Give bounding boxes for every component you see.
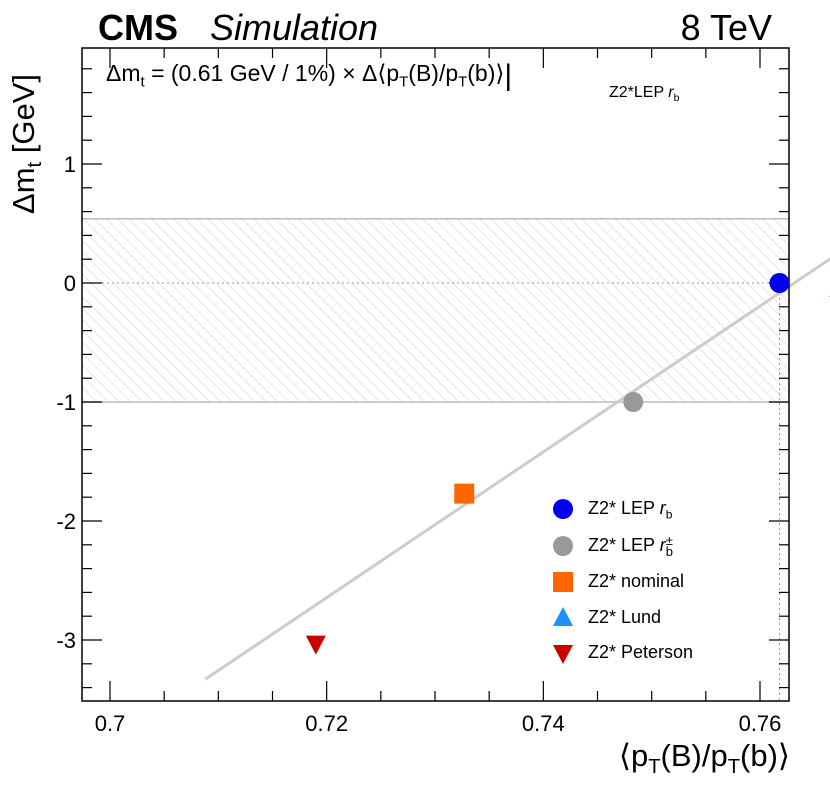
formula-annotation: Δmt = (0.61 GeV / 1%) × Δ⟨pT(B)/pT(b)⟩| — [106, 59, 513, 92]
data-point — [623, 392, 644, 412]
legend-marker — [553, 499, 573, 519]
legend-marker — [553, 645, 573, 664]
legend-entry: Z2* Lund — [588, 607, 662, 627]
tick-labels-layer: 0.70.720.740.760.780.8-3-2-101 — [56, 152, 782, 736]
status-label: Simulation — [210, 7, 379, 48]
legend-entry: Z2* nominal — [588, 571, 685, 591]
data-point — [769, 273, 790, 293]
uncertainty-band-layer — [82, 217, 789, 403]
data-points-layer — [305, 273, 830, 655]
legend-marker — [553, 607, 573, 626]
legend-entry: Z2* LEP r ± b — [588, 533, 673, 560]
energy-label: 8 TeV — [680, 7, 772, 48]
legend-entry: Z2* Peterson — [588, 642, 694, 662]
x-tick-label: 0.7 — [95, 711, 126, 736]
x-tick-label: 0.76 — [739, 711, 782, 736]
y-axis-title-text: Δmt [GeV] — [6, 73, 47, 214]
y-tick-label: -1 — [56, 390, 76, 415]
fit-line — [204, 257, 830, 681]
y-tick-label: -3 — [56, 628, 76, 653]
data-point — [305, 635, 326, 655]
y-tick-label: 0 — [64, 271, 76, 296]
formula-subscript: Z2*LEP rb — [609, 84, 680, 105]
legend-marker — [553, 572, 573, 592]
uncertainty-band — [82, 218, 789, 402]
y-tick-label: -2 — [56, 509, 76, 534]
axis-ticks-layer — [82, 48, 789, 701]
legend-markers-layer — [553, 499, 573, 664]
data-point — [454, 483, 475, 504]
x-axis-title: ⟨pT(B)/pT(b)⟩ — [618, 738, 790, 779]
y-axis-title: Δmt [GeV] — [6, 74, 46, 254]
legend-marker — [553, 536, 573, 556]
x-tick-label: 0.74 — [522, 711, 565, 736]
y-tick-label: 1 — [64, 152, 76, 177]
legend-entry: Z2* LEP rb — [588, 498, 673, 522]
experiment-label: CMS — [98, 7, 178, 48]
x-tick-label: 0.72 — [305, 711, 348, 736]
fit-line-layer — [204, 257, 830, 681]
